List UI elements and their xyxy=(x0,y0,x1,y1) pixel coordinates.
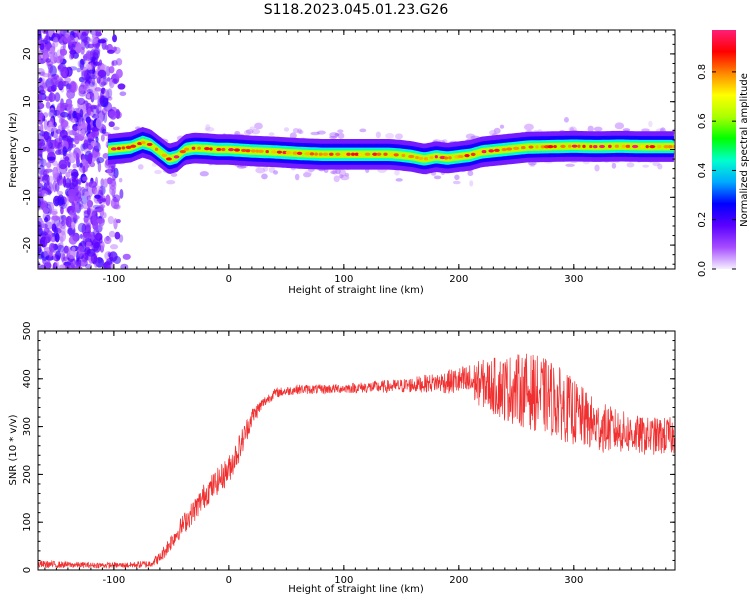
snr-y-label: SNR (10 * v/v) xyxy=(8,414,19,485)
colorbar-tick-label: 0.4 xyxy=(697,162,708,178)
y-tick-label: 0 xyxy=(22,146,33,152)
colorbar-gradient xyxy=(712,30,736,269)
snr-frame xyxy=(37,330,676,571)
x-tick-label: 300 xyxy=(564,274,583,285)
x-tick-label: 200 xyxy=(449,575,468,586)
x-tick-label: 100 xyxy=(334,274,353,285)
x-tick-label: -100 xyxy=(103,575,126,586)
y-tick-label: 300 xyxy=(22,417,33,436)
x-tick-label: 0 xyxy=(226,575,232,586)
colorbar: 0.0 0.2 0.4 0.6 0.8 Normalized spectral ampl… xyxy=(697,30,750,277)
spectrogram-y-ticks: -20 -10 0 10 20 xyxy=(22,34,675,265)
y-tick-label: 10 xyxy=(22,95,33,108)
colorbar-tick-label: 0.0 xyxy=(697,261,708,277)
y-tick-label: 400 xyxy=(22,369,33,388)
y-tick-label: -10 xyxy=(22,189,33,205)
snr-y-ticks: 0 100 200 300 400 500 xyxy=(22,321,675,573)
spectrogram-image xyxy=(38,30,675,269)
x-tick-label: 300 xyxy=(564,575,583,586)
spectrogram-x-label: Height of straight line (km) xyxy=(288,285,424,296)
snr-series-line xyxy=(38,353,675,570)
x-tick-label: -100 xyxy=(103,274,126,285)
y-tick-label: 0 xyxy=(22,567,33,573)
y-tick-label: 20 xyxy=(22,48,33,61)
x-tick-label: 200 xyxy=(449,274,468,285)
colorbar-label: Normalized spectral amplitude xyxy=(739,73,750,227)
colorbar-tick-label: 0.6 xyxy=(697,113,708,129)
y-tick-label: 100 xyxy=(22,513,33,532)
spectrogram-y-label: Frequency (Hz) xyxy=(8,112,19,188)
snr-x-label: Height of straight line (km) xyxy=(288,584,424,595)
x-tick-label: 0 xyxy=(226,274,232,285)
colorbar-ticks: 0.0 0.2 0.4 0.6 0.8 xyxy=(697,64,736,277)
figure-title: S118.2023.045.01.23.G26 xyxy=(264,2,449,18)
x-tick-label: 100 xyxy=(334,575,353,586)
colorbar-tick-label: 0.2 xyxy=(697,212,708,228)
snr-x-ticks: -100 0 100 200 300 xyxy=(44,331,667,586)
y-tick-label: -20 xyxy=(22,237,33,253)
y-tick-label: 200 xyxy=(22,465,33,484)
snr-panel: -100 0 100 200 300 0 100 200 300 400 500 Height o… xyxy=(8,321,676,595)
spectrogram-x-ticks: -100 0 100 200 300 xyxy=(44,30,667,285)
colorbar-tick-label: 0.8 xyxy=(697,64,708,80)
y-tick-label: 500 xyxy=(22,321,33,340)
